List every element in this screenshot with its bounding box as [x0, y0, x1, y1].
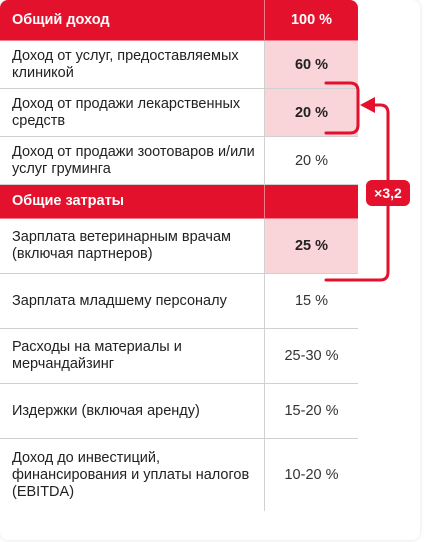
table-row: Доход от услуг, предоставляемых клиникой… — [0, 41, 358, 89]
row-value: 15 % — [264, 274, 358, 328]
row-value: 100 % — [264, 0, 358, 40]
row-label: Общий доход — [12, 11, 110, 28]
header-total-income: Общий доход 100 % — [0, 0, 358, 41]
row-label: Доход от продажи зоотоваров и/или услуг … — [12, 143, 255, 177]
row-value: 15-20 % — [264, 384, 358, 438]
bracket-connector — [324, 81, 360, 135]
table-row: Доход от продажи зоотоваров и/или услуг … — [0, 137, 358, 185]
multiplier-label: ×3,2 — [374, 185, 402, 201]
row-value: 10-20 % — [264, 439, 358, 511]
income-table: Общий доход 100 % Доход от услуг, предос… — [0, 0, 358, 511]
header-total-costs: Общие затраты — [0, 185, 358, 219]
row-value: 20 % — [264, 137, 358, 184]
row-label: Доход от услуг, предоставляемых клиникой — [12, 47, 239, 81]
multiplier-badge — [366, 180, 410, 206]
table-row: Доход от продажи лекарственных средств 2… — [0, 89, 358, 137]
row-value: 20 % — [264, 89, 358, 136]
table-row: Зарплата младшему персоналу 15 % — [0, 274, 358, 329]
table-row: Доход до инвестиций, финансирования и уп… — [0, 439, 358, 511]
table-row: Издержки (включая аренду) 15-20 % — [0, 384, 358, 439]
row-value — [264, 185, 358, 218]
table-row: Расходы на материалы и мерчандайзинг 25-… — [0, 329, 358, 384]
row-label: Издержки (включая аренду) — [12, 402, 200, 419]
row-label: Доход от продажи лекарственных средств — [12, 95, 241, 129]
row-value: 25 % — [264, 219, 358, 273]
row-label: Доход до инвестиций, финансирования и уп… — [12, 449, 250, 500]
row-value: 25-30 % — [264, 329, 358, 383]
row-label: Общие затраты — [12, 193, 125, 209]
row-label: Зарплата ветеринарным врачам (включая па… — [12, 229, 232, 262]
arrow-head-icon — [360, 97, 375, 113]
row-value: 60 % — [264, 41, 358, 88]
row-label: Зарплата младшему персоналу — [12, 292, 227, 309]
row-label: Расходы на материалы и мерчандайзинг — [12, 339, 182, 372]
table-row: Зарплата ветеринарным врачам (включая па… — [0, 219, 358, 274]
